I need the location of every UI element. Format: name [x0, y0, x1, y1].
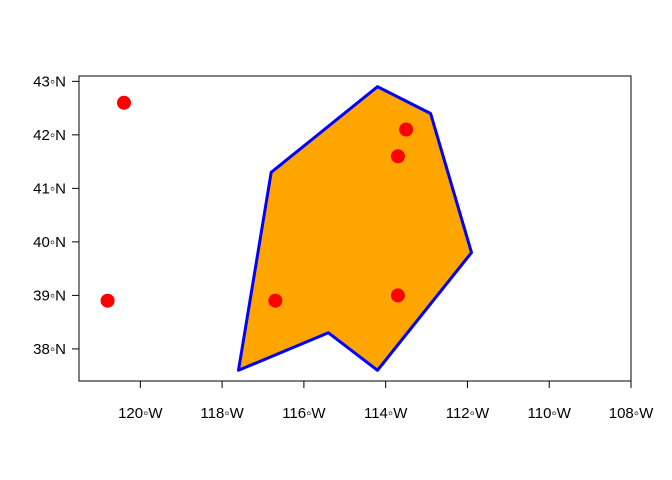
region-polygon: [237, 85, 473, 372]
y-tick-label: 42◦N: [33, 127, 66, 144]
polygon-layer: [237, 85, 473, 372]
x-tick-label: 108◦W: [609, 405, 654, 422]
location-point: [390, 288, 405, 303]
y-tick-label: 39◦N: [33, 287, 66, 304]
x-axis: 120◦W 118◦W 116◦W 114◦W 112◦W 110◦W 108◦W: [118, 380, 654, 422]
location-point: [268, 293, 283, 308]
x-tick-label: 120◦W: [118, 405, 163, 422]
y-tick-label: 41◦N: [33, 180, 66, 197]
y-tick-label: 43◦N: [33, 73, 66, 90]
y-tick-label: 40◦N: [33, 234, 66, 251]
location-point: [390, 149, 405, 164]
location-point: [399, 122, 414, 137]
x-tick-label: 114◦W: [364, 405, 408, 422]
location-point: [100, 293, 115, 308]
x-tick-label: 112◦W: [446, 405, 490, 422]
y-axis: 38◦N 39◦N 40◦N 41◦N 42◦N 43◦N: [33, 73, 80, 358]
y-tick-label: 38◦N: [33, 341, 66, 358]
x-tick-label: 116◦W: [282, 405, 326, 422]
x-tick-label: 118◦W: [200, 405, 244, 422]
x-tick-label: 110◦W: [528, 405, 572, 422]
location-point: [117, 95, 131, 110]
points-layer: [100, 95, 414, 308]
